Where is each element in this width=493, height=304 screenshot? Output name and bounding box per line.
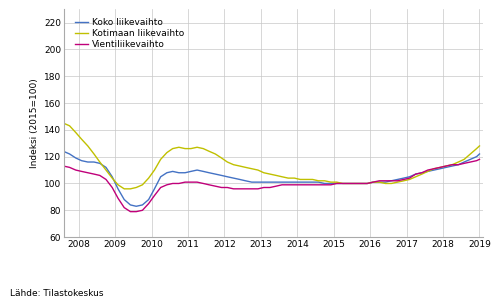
Vientiliikevaihto (115, 196, 121, 200)
Koko liikevaihto (61, 150, 67, 153)
Kotimaan liikevaihto (297, 178, 303, 181)
Vientiliikevaihto (128, 210, 134, 213)
Line: Vientiliikevaihto: Vientiliikevaihto (64, 159, 480, 212)
Y-axis label: Indeksi (2015=100): Indeksi (2015=100) (30, 78, 38, 168)
Koko liikevaihto (297, 180, 303, 184)
Kotimaan liikevaihto (419, 172, 425, 176)
Line: Kotimaan liikevaihto: Kotimaan liikevaihto (64, 123, 480, 189)
Vientiliikevaihto (164, 183, 170, 187)
Kotimaan liikevaihto (194, 145, 200, 149)
Koko liikevaihto (194, 168, 200, 172)
Kotimaan liikevaihto (61, 121, 67, 125)
Koko liikevaihto (133, 205, 139, 208)
Kotimaan liikevaihto (121, 187, 127, 191)
Text: Lähde: Tilastokeskus: Lähde: Tilastokeskus (10, 289, 104, 298)
Kotimaan liikevaihto (477, 144, 483, 148)
Koko liikevaihto (115, 187, 121, 191)
Vientiliikevaihto (61, 164, 67, 168)
Koko liikevaihto (477, 152, 483, 156)
Kotimaan liikevaihto (115, 183, 121, 187)
Kotimaan liikevaihto (164, 151, 170, 154)
Kotimaan liikevaihto (425, 170, 431, 173)
Vientiliikevaihto (297, 183, 303, 187)
Vientiliikevaihto (477, 157, 483, 161)
Vientiliikevaihto (425, 168, 431, 172)
Vientiliikevaihto (194, 180, 200, 184)
Line: Koko liikevaihto: Koko liikevaihto (64, 151, 480, 206)
Vientiliikevaihto (419, 171, 425, 174)
Koko liikevaihto (164, 171, 170, 174)
Legend: Koko liikevaihto, Kotimaan liikevaihto, Vientiliikevaihto: Koko liikevaihto, Kotimaan liikevaihto, … (73, 16, 186, 51)
Koko liikevaihto (425, 170, 431, 173)
Koko liikevaihto (419, 171, 425, 174)
